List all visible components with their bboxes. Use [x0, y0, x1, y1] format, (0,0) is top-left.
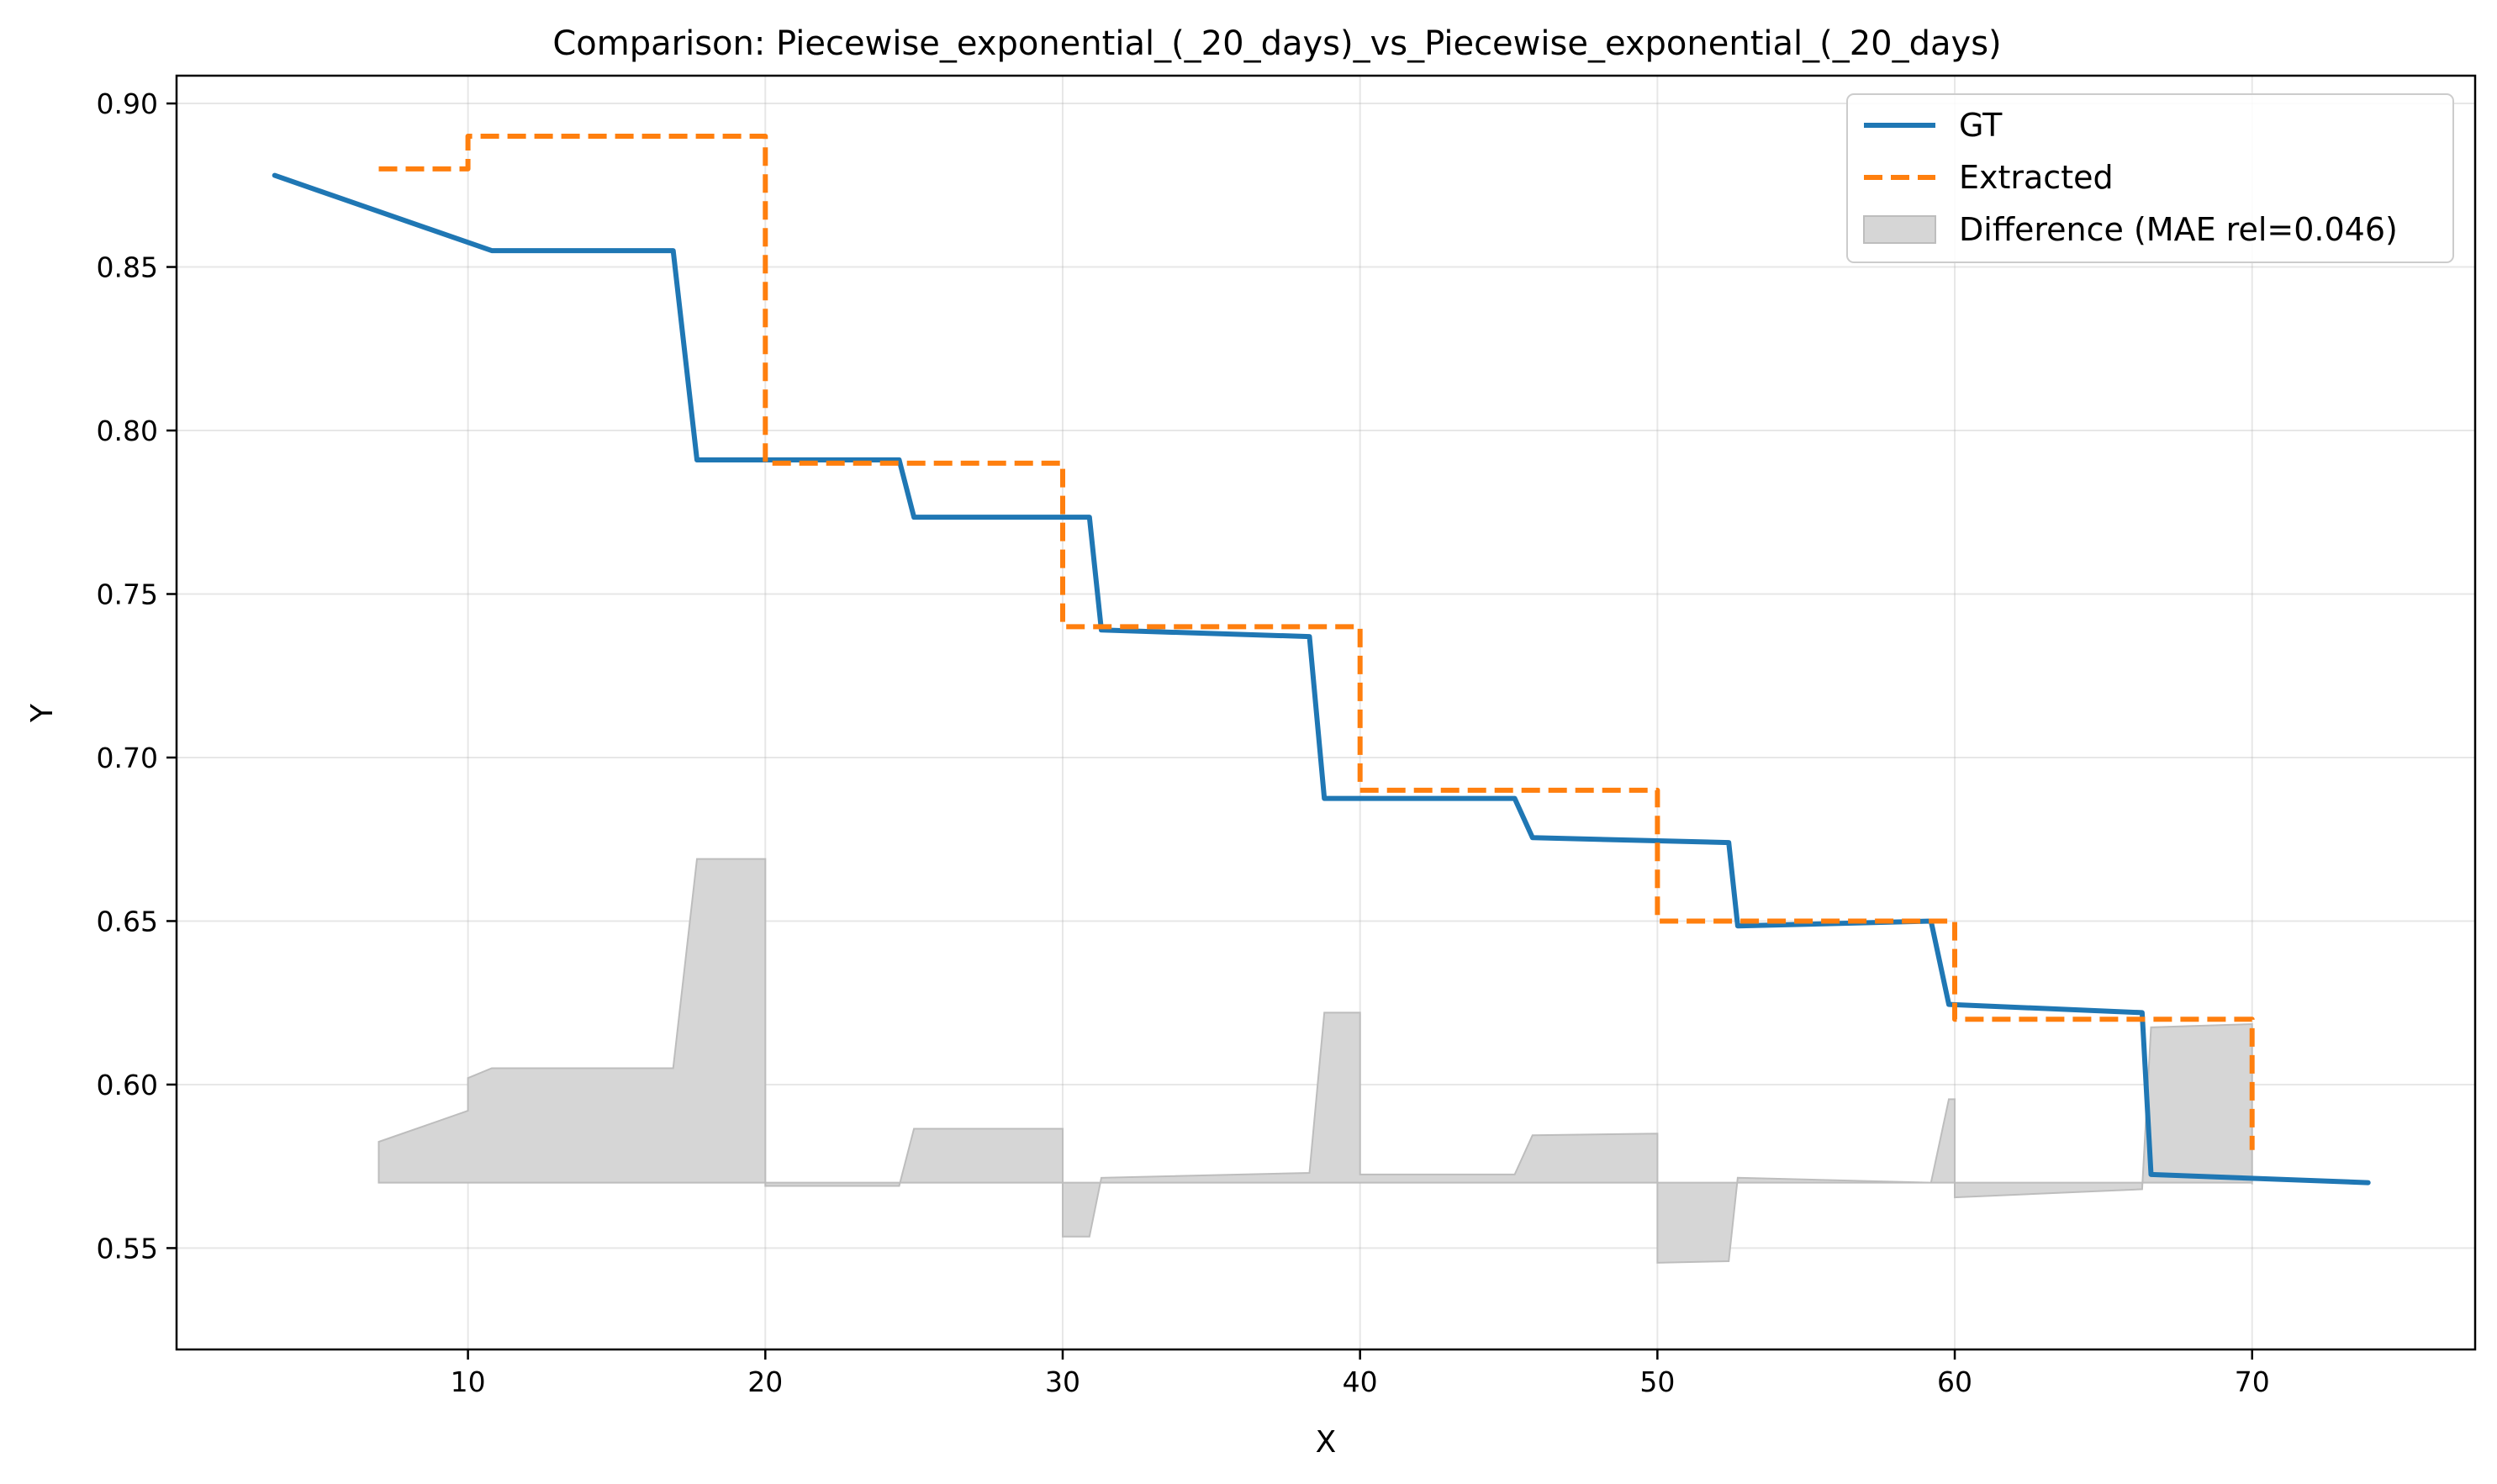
x-axis-label: X	[1316, 1425, 1337, 1460]
y-tick-label: 0.65	[97, 905, 158, 937]
x-tick-label: 10	[451, 1365, 486, 1398]
legend: GT Extracted Difference (MAE rel=0.046)	[1846, 93, 2454, 263]
chart-title: Comparison: Piecewise_exponential_(_20_d…	[552, 24, 2001, 63]
x-tick-label: 40	[1343, 1365, 1378, 1398]
x-tick-label: 70	[2235, 1365, 2270, 1398]
plot-frame	[175, 74, 2477, 1351]
y-tick-label: 0.60	[97, 1069, 158, 1101]
y-tick-label: 0.80	[97, 415, 158, 447]
x-tick-label: 20	[747, 1365, 783, 1398]
legend-difference-label: Difference (MAE rel=0.046)	[1959, 211, 2398, 248]
difference-fill	[377, 858, 2253, 1264]
legend-difference-swatch	[1863, 215, 1936, 244]
x-tick-label: 50	[1639, 1365, 1675, 1398]
y-tick-label: 0.55	[97, 1232, 158, 1265]
y-axis-label: Y	[25, 703, 60, 723]
legend-gt-label: GT	[1959, 107, 2003, 144]
y-tick-label: 0.90	[97, 87, 158, 120]
series-lines	[272, 134, 2371, 1186]
legend-extracted-label: Extracted	[1959, 159, 2114, 196]
y-tick-label: 0.85	[97, 251, 158, 284]
gt-line	[272, 172, 2371, 1186]
legend-box	[1846, 93, 2454, 263]
x-tick-label: 60	[1937, 1365, 1972, 1398]
y-tick-label: 0.70	[97, 742, 158, 774]
x-tick-label: 30	[1045, 1365, 1080, 1398]
difference-area	[377, 858, 2253, 1264]
extracted-line	[378, 134, 2255, 1150]
y-tick-label: 0.75	[97, 578, 158, 611]
axis-ticks: 10 20 30 40 50 60 70 0.55 0.60 0.65 0.70 0.75 0.80 0.…	[97, 87, 2270, 1398]
